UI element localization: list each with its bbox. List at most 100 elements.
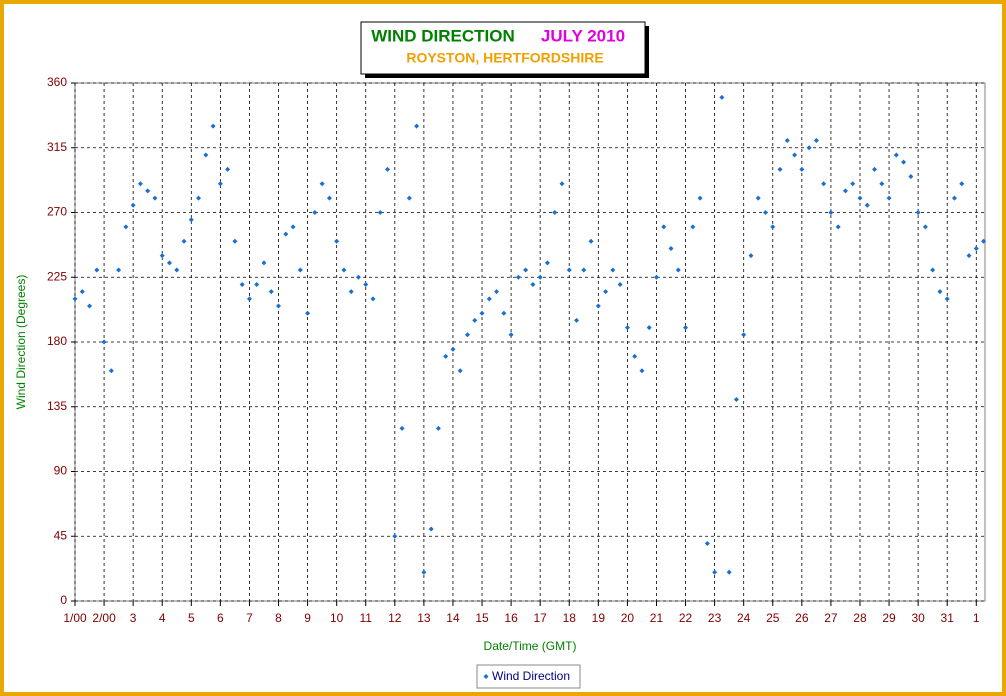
x-tick-label: 1/00: [63, 611, 87, 625]
data-point: [813, 138, 819, 144]
data-point: [443, 353, 449, 359]
data-point: [901, 159, 907, 165]
data-point: [312, 210, 318, 215]
data-point: [341, 267, 347, 273]
data-point: [486, 296, 492, 302]
data-point: [268, 289, 274, 295]
legend-marker: [483, 674, 489, 679]
x-tick-label: 27: [824, 611, 838, 625]
data-point: [501, 310, 507, 316]
data-point: [116, 267, 122, 273]
data-point: [610, 267, 616, 273]
data-point: [675, 267, 681, 273]
data-point: [479, 310, 485, 316]
data-point: [973, 245, 979, 251]
data-point: [981, 238, 987, 244]
data-point: [537, 274, 543, 280]
data-point: [530, 281, 536, 287]
data-point: [210, 123, 216, 129]
data-point: [719, 94, 725, 100]
y-tick-label: 0: [60, 593, 67, 607]
data-point: [283, 231, 289, 237]
data-point: [835, 224, 841, 230]
title-box: [360, 21, 646, 75]
legend-label: Wind Direction: [492, 669, 570, 683]
data-point: [79, 289, 85, 295]
data-point: [864, 202, 870, 208]
x-tick-label: 22: [679, 611, 693, 625]
data-point: [428, 526, 434, 532]
data-point: [966, 253, 972, 259]
data-point: [130, 202, 136, 208]
x-tick-label: 6: [217, 611, 224, 625]
data-point: [159, 253, 165, 259]
data-point: [552, 210, 558, 215]
data-point: [850, 181, 856, 187]
data-point: [603, 289, 609, 295]
data-point: [297, 267, 303, 273]
data-point: [276, 303, 282, 309]
x-tick-label: 30: [911, 611, 925, 625]
data-point: [392, 533, 398, 539]
data-point: [94, 267, 100, 273]
data-point: [334, 238, 340, 244]
y-tick-label: 315: [47, 140, 67, 154]
data-point: [246, 296, 252, 302]
data-point: [908, 174, 914, 180]
data-point: [857, 195, 863, 201]
x-tick-label: 14: [446, 611, 460, 625]
data-point: [951, 195, 957, 201]
data-point: [893, 152, 899, 158]
data-point: [385, 166, 391, 172]
data-point: [581, 267, 587, 273]
x-tick-label: 28: [853, 611, 867, 625]
data-point: [108, 368, 114, 374]
data-point: [755, 195, 761, 201]
x-tick-label: 21: [650, 611, 664, 625]
x-tick-label: 11: [360, 611, 373, 625]
data-point: [922, 224, 928, 230]
data-point: [624, 325, 630, 331]
legend: [476, 664, 581, 689]
data-point: [828, 210, 834, 215]
data-point: [784, 138, 790, 144]
x-tick-label: 10: [330, 611, 344, 625]
chart-title: WIND DIRECTION: [371, 26, 515, 45]
data-point: [406, 195, 412, 201]
data-point: [646, 325, 652, 331]
data-point: [792, 152, 798, 158]
x-tick-label: 15: [475, 611, 489, 625]
data-point: [348, 289, 354, 295]
data-point: [399, 425, 405, 431]
x-tick-label: 19: [592, 611, 606, 625]
x-tick-label: 5: [188, 611, 195, 625]
data-point: [741, 332, 747, 338]
x-tick-label: 17: [533, 611, 547, 625]
data-point: [668, 245, 674, 251]
x-tick-label: 1: [973, 611, 980, 625]
data-point: [174, 267, 180, 273]
data-point: [377, 210, 383, 215]
data-point: [217, 181, 223, 187]
data-point: [305, 310, 311, 316]
x-tick-label: 18: [563, 611, 577, 625]
data-point: [617, 281, 623, 287]
x-tick-label: 9: [304, 611, 311, 625]
data-point: [326, 195, 332, 201]
data-point: [842, 188, 848, 194]
data-point: [363, 281, 369, 287]
data-point: [748, 253, 754, 259]
data-point: [166, 260, 172, 266]
data-point: [632, 353, 638, 359]
x-tick-label: 7: [246, 611, 253, 625]
data-point: [123, 224, 129, 230]
data-point: [101, 339, 107, 345]
data-point: [806, 145, 812, 151]
data-point: [254, 281, 260, 287]
data-point: [595, 303, 601, 309]
data-point: [225, 166, 231, 172]
data-point: [697, 195, 703, 201]
x-tick-label: 23: [708, 611, 722, 625]
y-tick-label: 90: [54, 464, 68, 478]
y-tick-label: 225: [47, 269, 67, 283]
